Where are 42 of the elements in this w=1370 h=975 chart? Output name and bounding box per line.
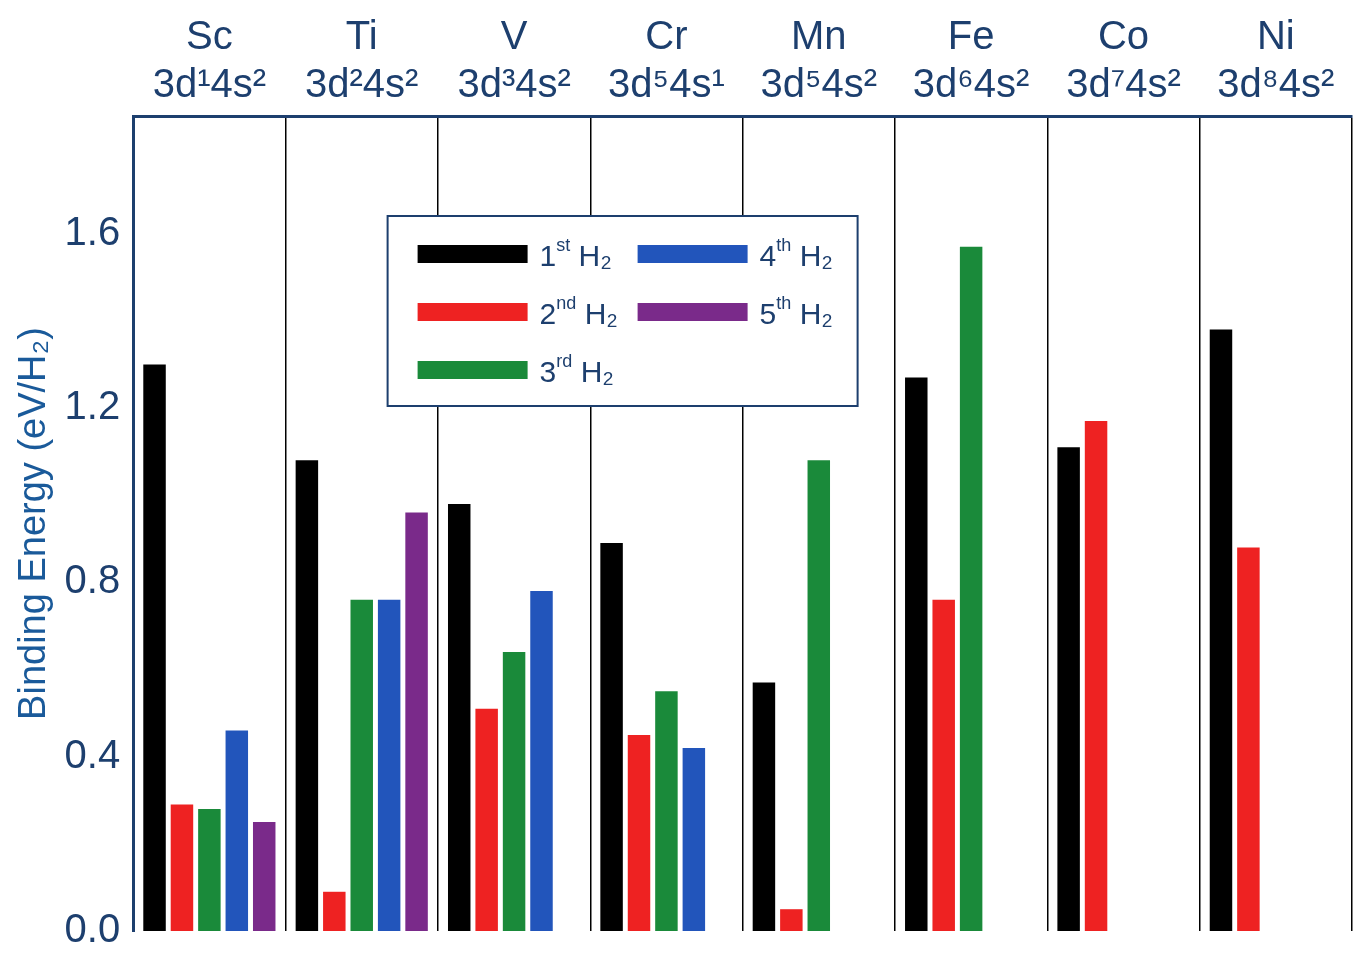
bar [1237,547,1260,931]
bar [1209,329,1233,931]
bar [502,652,526,931]
x-tick-label: Ti 3d²4s² [305,13,419,106]
bar [198,808,221,931]
x-tick-label: Fe 3d⁶4s² [912,13,1030,106]
bar [350,599,373,931]
bar [807,460,831,931]
bar [959,246,983,931]
bar [475,708,498,931]
bar [932,599,955,931]
bar [143,364,166,931]
x-tick-label: Ni 3d⁸4s² [1217,13,1335,106]
bar [627,734,651,931]
bar [225,730,249,931]
y-tick-label: 0.4 [64,731,121,776]
y-tick-label: 1.2 [64,383,121,428]
bar [655,691,678,931]
bar [530,591,553,931]
x-tick-label: Mn 3d⁵4s² [760,13,878,106]
bar [1084,421,1108,931]
x-tick-label: Sc 3d¹4s² [152,13,267,106]
y-tick-label: 1.6 [64,208,121,253]
y-axis-title: Binding Energy (eV/H₂) [11,327,54,720]
x-tick-label: V 3d³4s² [457,13,571,106]
bar [1057,447,1080,931]
bar [905,377,928,931]
bar [752,682,776,931]
bar [600,543,623,931]
bar [682,747,706,931]
bar [377,599,401,931]
bar [252,822,276,931]
y-tick-label: 0.0 [64,906,121,951]
bar [447,503,471,931]
bar [295,460,319,931]
x-tick-label: Co 3d⁷4s² [1066,13,1181,106]
x-tick-label: Cr 3d⁵4s¹ [608,13,725,106]
y-tick-label: 0.8 [64,557,121,602]
bar [170,804,194,931]
bar [780,909,803,931]
bar [323,891,346,931]
bar [405,512,428,931]
